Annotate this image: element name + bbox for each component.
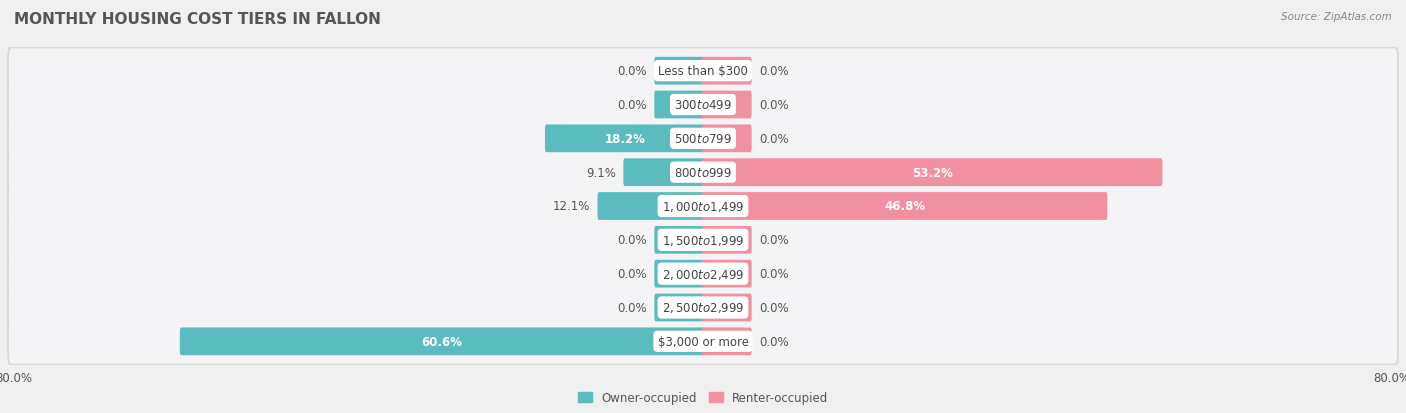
FancyBboxPatch shape	[702, 294, 752, 322]
Text: 0.0%: 0.0%	[617, 268, 647, 280]
FancyBboxPatch shape	[598, 192, 704, 221]
FancyBboxPatch shape	[8, 218, 1398, 263]
Text: 0.0%: 0.0%	[617, 99, 647, 112]
FancyBboxPatch shape	[654, 260, 704, 288]
Text: 0.0%: 0.0%	[759, 335, 789, 348]
FancyBboxPatch shape	[7, 284, 1399, 331]
Text: $2,500 to $2,999: $2,500 to $2,999	[662, 301, 744, 315]
FancyBboxPatch shape	[702, 226, 752, 254]
Text: $1,000 to $1,499: $1,000 to $1,499	[662, 199, 744, 214]
FancyBboxPatch shape	[7, 217, 1399, 264]
FancyBboxPatch shape	[8, 319, 1398, 364]
Text: 12.1%: 12.1%	[553, 200, 591, 213]
FancyBboxPatch shape	[702, 58, 752, 85]
FancyBboxPatch shape	[702, 159, 1163, 187]
FancyBboxPatch shape	[702, 260, 752, 288]
FancyBboxPatch shape	[7, 183, 1399, 230]
Text: 18.2%: 18.2%	[605, 133, 645, 145]
Text: 53.2%: 53.2%	[911, 166, 952, 179]
Text: $2,000 to $2,499: $2,000 to $2,499	[662, 267, 744, 281]
FancyBboxPatch shape	[7, 318, 1399, 365]
FancyBboxPatch shape	[702, 125, 752, 153]
Text: $500 to $799: $500 to $799	[673, 133, 733, 145]
FancyBboxPatch shape	[180, 328, 704, 355]
FancyBboxPatch shape	[7, 149, 1399, 196]
FancyBboxPatch shape	[546, 125, 704, 153]
FancyBboxPatch shape	[654, 58, 704, 85]
Text: 46.8%: 46.8%	[884, 200, 925, 213]
Text: 0.0%: 0.0%	[759, 133, 789, 145]
FancyBboxPatch shape	[8, 49, 1398, 94]
FancyBboxPatch shape	[654, 226, 704, 254]
Text: Less than $300: Less than $300	[658, 65, 748, 78]
Text: MONTHLY HOUSING COST TIERS IN FALLON: MONTHLY HOUSING COST TIERS IN FALLON	[14, 12, 381, 27]
FancyBboxPatch shape	[702, 328, 752, 355]
FancyBboxPatch shape	[8, 285, 1398, 330]
Text: 0.0%: 0.0%	[617, 301, 647, 314]
FancyBboxPatch shape	[702, 192, 1108, 221]
Text: $800 to $999: $800 to $999	[673, 166, 733, 179]
Text: 0.0%: 0.0%	[759, 301, 789, 314]
Text: $300 to $499: $300 to $499	[673, 99, 733, 112]
FancyBboxPatch shape	[623, 159, 704, 187]
FancyBboxPatch shape	[8, 252, 1398, 296]
FancyBboxPatch shape	[8, 150, 1398, 195]
Text: 9.1%: 9.1%	[586, 166, 616, 179]
Text: $1,500 to $1,999: $1,500 to $1,999	[662, 233, 744, 247]
Text: Source: ZipAtlas.com: Source: ZipAtlas.com	[1281, 12, 1392, 22]
Text: 0.0%: 0.0%	[759, 99, 789, 112]
Text: 60.6%: 60.6%	[422, 335, 463, 348]
FancyBboxPatch shape	[654, 91, 704, 119]
FancyBboxPatch shape	[7, 250, 1399, 298]
Text: 0.0%: 0.0%	[759, 268, 789, 280]
Text: 0.0%: 0.0%	[617, 65, 647, 78]
FancyBboxPatch shape	[8, 83, 1398, 128]
Text: $3,000 or more: $3,000 or more	[658, 335, 748, 348]
FancyBboxPatch shape	[8, 184, 1398, 229]
FancyBboxPatch shape	[7, 115, 1399, 163]
Text: 0.0%: 0.0%	[617, 234, 647, 247]
FancyBboxPatch shape	[702, 91, 752, 119]
FancyBboxPatch shape	[654, 294, 704, 322]
FancyBboxPatch shape	[7, 48, 1399, 95]
FancyBboxPatch shape	[8, 117, 1398, 161]
Text: 0.0%: 0.0%	[759, 65, 789, 78]
FancyBboxPatch shape	[7, 82, 1399, 129]
Text: 0.0%: 0.0%	[759, 234, 789, 247]
Legend: Owner-occupied, Renter-occupied: Owner-occupied, Renter-occupied	[574, 388, 832, 408]
